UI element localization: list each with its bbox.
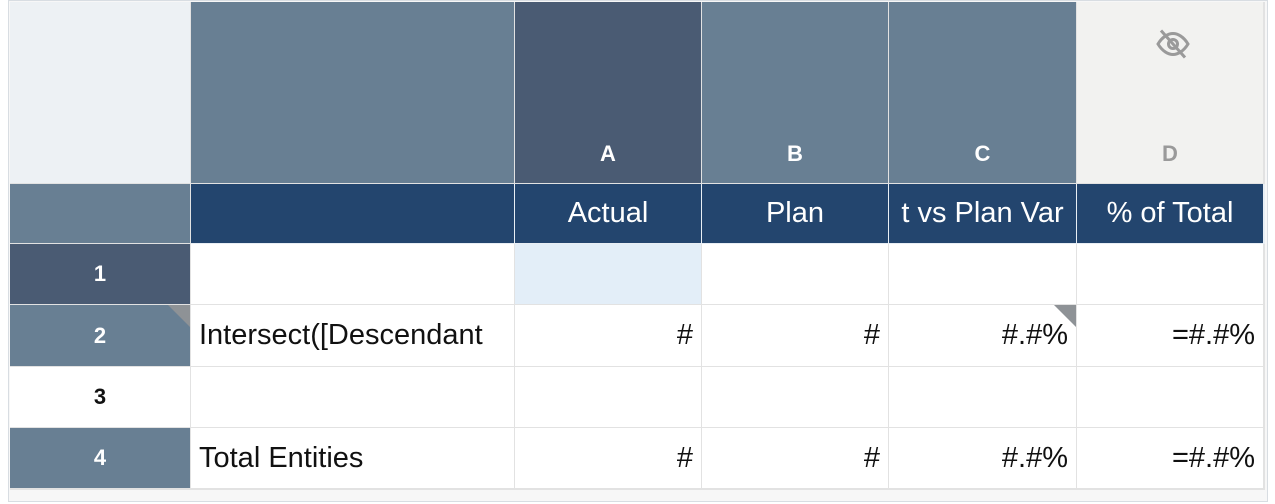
cell-text: =#.#%	[1171, 319, 1255, 351]
row-label-cell[interactable]: Intersect([Descendant	[191, 305, 516, 368]
comment-marker-icon	[1054, 305, 1076, 327]
cell-text: % of Total	[1106, 197, 1234, 229]
eye-slash-icon[interactable]	[1155, 26, 1191, 68]
header-row-label[interactable]	[10, 184, 192, 245]
cell-text: #.#%	[1001, 441, 1068, 474]
data-cell[interactable]	[889, 367, 1078, 429]
column-title-d[interactable]: % of Total	[1077, 184, 1265, 245]
data-cell[interactable]: #	[702, 428, 890, 490]
cell-text: 1	[93, 261, 107, 286]
column-header-c[interactable]: C	[889, 2, 1078, 185]
data-cell[interactable]: =#.#%	[1077, 305, 1265, 368]
row-header-3[interactable]: 3	[10, 367, 192, 429]
cell-text: #	[863, 441, 880, 474]
column-header-label[interactable]	[191, 2, 516, 185]
row-label-cell[interactable]	[191, 244, 516, 306]
data-cell[interactable]: #.#%	[889, 428, 1078, 490]
cell-text: #	[676, 441, 693, 474]
row-label-cell[interactable]: Total Entities	[191, 428, 516, 490]
cell-text: Total Entities	[199, 441, 364, 474]
cell-text: 2	[93, 322, 107, 348]
data-cell[interactable]	[889, 244, 1078, 306]
corner-cell[interactable]	[10, 2, 192, 185]
data-cell[interactable]: #.#%	[889, 305, 1078, 368]
comment-marker-icon	[168, 305, 190, 327]
data-cell[interactable]	[1077, 367, 1265, 429]
data-cell[interactable]	[702, 367, 890, 429]
data-cell[interactable]: #	[515, 305, 703, 368]
cell-text: #	[676, 319, 693, 351]
data-cell[interactable]: =#.#%	[1077, 428, 1265, 490]
column-title-c[interactable]: t vs Plan Var	[889, 184, 1078, 245]
data-cell[interactable]	[1077, 244, 1265, 306]
cell-text: =#.#%	[1171, 441, 1255, 474]
cell-text: t vs Plan Var	[901, 197, 1064, 229]
data-cell[interactable]	[702, 244, 890, 306]
column-title-a[interactable]: Actual	[515, 184, 703, 245]
cell-text: B	[787, 141, 803, 166]
cell-text: #	[863, 319, 880, 351]
cell-text: Intersect([Descendant	[199, 319, 483, 351]
cell-text: C	[974, 141, 991, 166]
column-header-a[interactable]: A	[515, 2, 703, 185]
row-header-2[interactable]: 2	[10, 305, 192, 368]
column-header-b[interactable]: B	[702, 2, 890, 185]
cell-text: Actual	[567, 197, 649, 229]
header-row-blank[interactable]	[191, 184, 516, 245]
row-header-1[interactable]: 1	[10, 244, 192, 306]
data-cell[interactable]: #	[702, 305, 890, 368]
data-cell[interactable]	[515, 367, 703, 429]
cell-text: Plan	[765, 197, 825, 229]
cell-text: D	[1162, 141, 1178, 166]
cell-text: 4	[93, 445, 107, 470]
row-label-cell[interactable]	[191, 367, 516, 429]
row-header-4[interactable]: 4	[10, 428, 192, 490]
data-cell[interactable]: #	[515, 428, 703, 490]
column-title-b[interactable]: Plan	[702, 184, 890, 245]
cell-text: 3	[93, 384, 107, 409]
cell-text: A	[600, 141, 616, 166]
column-header-d[interactable]: D	[1077, 2, 1265, 185]
data-cell[interactable]	[515, 244, 703, 306]
